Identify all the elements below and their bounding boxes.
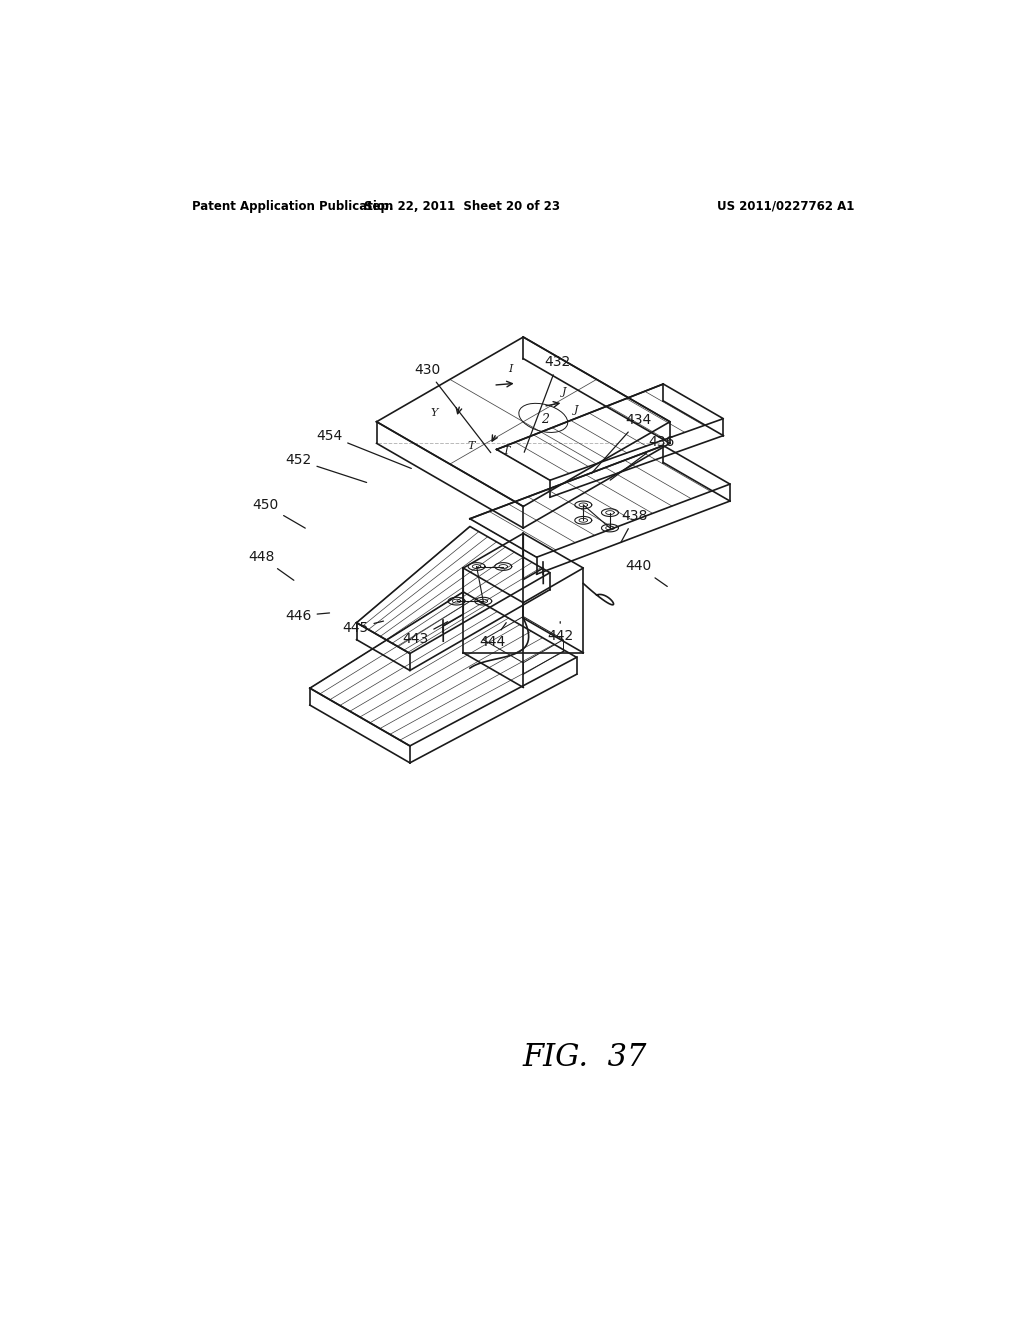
- Text: 442: 442: [547, 622, 573, 643]
- Text: 448: 448: [248, 550, 294, 581]
- Text: J: J: [562, 387, 567, 397]
- Text: Y: Y: [431, 408, 438, 418]
- Text: 432: 432: [524, 355, 571, 453]
- Text: 443: 443: [402, 622, 447, 645]
- Text: US 2011/0227762 A1: US 2011/0227762 A1: [717, 199, 854, 213]
- Text: 2: 2: [541, 413, 549, 426]
- Text: 452: 452: [286, 453, 367, 483]
- Text: 445: 445: [342, 622, 384, 635]
- Text: T: T: [468, 441, 475, 450]
- Text: 444: 444: [479, 623, 506, 649]
- Text: FIG.  37: FIG. 37: [522, 1043, 647, 1073]
- Text: I: I: [508, 364, 512, 375]
- Text: T: T: [503, 446, 510, 455]
- Text: 436: 436: [610, 434, 675, 480]
- Text: 450: 450: [252, 498, 305, 528]
- Text: 434: 434: [591, 413, 652, 474]
- Text: Sep. 22, 2011  Sheet 20 of 23: Sep. 22, 2011 Sheet 20 of 23: [364, 199, 560, 213]
- Text: Patent Application Publication: Patent Application Publication: [193, 199, 393, 213]
- Text: 438: 438: [621, 510, 648, 543]
- Text: 454: 454: [316, 429, 412, 469]
- Text: J: J: [574, 405, 579, 416]
- Text: 430: 430: [414, 363, 490, 453]
- Text: 446: 446: [286, 609, 330, 623]
- Text: 440: 440: [626, 560, 668, 586]
